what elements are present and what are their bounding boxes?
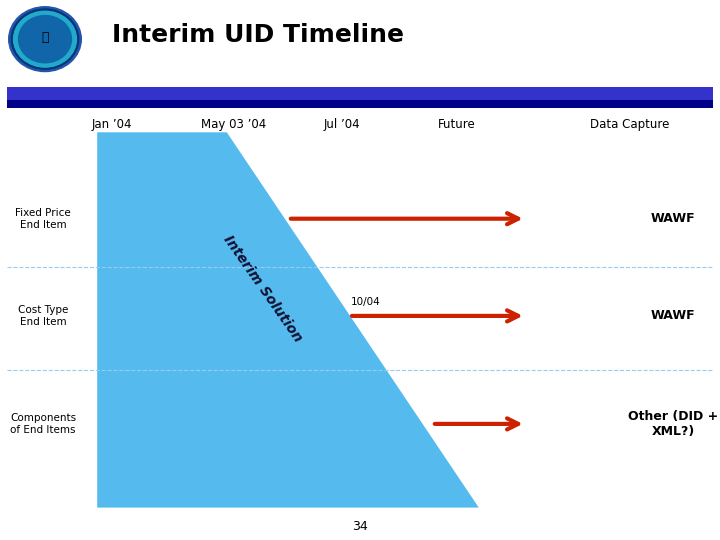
Text: WAWF: WAWF <box>651 309 696 322</box>
Text: Components
of End Items: Components of End Items <box>10 413 76 435</box>
Circle shape <box>13 11 77 68</box>
Text: 10/04: 10/04 <box>351 296 380 307</box>
Text: Interim Solution: Interim Solution <box>220 233 305 345</box>
Text: Jul ’04: Jul ’04 <box>324 118 360 131</box>
Text: 34: 34 <box>352 520 368 533</box>
Bar <box>7 100 713 108</box>
Text: Jan ’04: Jan ’04 <box>91 118 132 131</box>
Polygon shape <box>97 132 479 508</box>
Text: May 03 ’04: May 03 ’04 <box>202 118 266 131</box>
Text: 🦅: 🦅 <box>41 31 49 44</box>
Text: Data Capture: Data Capture <box>590 118 670 131</box>
Text: Cost Type
End Item: Cost Type End Item <box>18 305 68 327</box>
Text: Interim UID Timeline: Interim UID Timeline <box>112 23 404 47</box>
Text: Other (DID +
XML?): Other (DID + XML?) <box>628 410 719 438</box>
Circle shape <box>9 6 81 71</box>
Bar <box>7 87 713 100</box>
Text: WAWF: WAWF <box>651 212 696 225</box>
Circle shape <box>19 16 71 63</box>
Text: Fixed Price
End Item: Fixed Price End Item <box>15 208 71 230</box>
Text: Future: Future <box>438 118 476 131</box>
